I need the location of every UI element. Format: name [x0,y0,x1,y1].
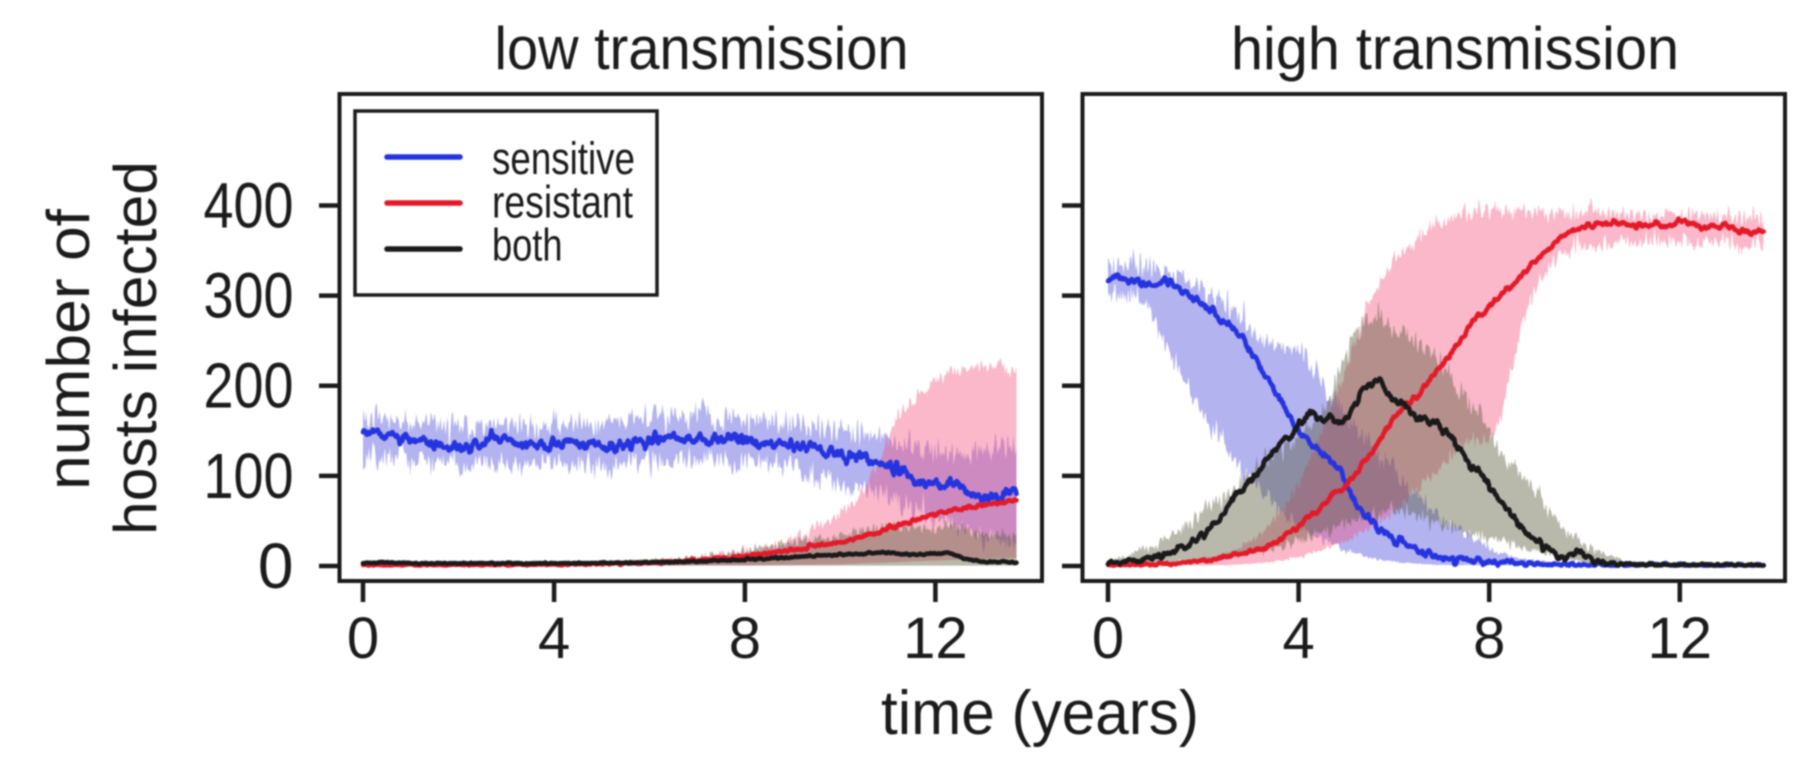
svg-text:0: 0 [1092,606,1124,671]
svg-text:300: 300 [204,260,294,332]
svg-text:4: 4 [1282,606,1314,671]
svg-text:200: 200 [204,350,294,422]
svg-text:8: 8 [729,606,761,671]
svg-text:low transmission: low transmission [495,15,909,82]
svg-text:12: 12 [903,606,968,671]
svg-text:time (years): time (years) [881,679,1199,748]
svg-text:0: 0 [347,606,379,671]
svg-text:0: 0 [258,530,294,602]
svg-text:resistant: resistant [492,177,633,228]
svg-text:400: 400 [204,170,294,242]
svg-text:both: both [492,220,563,271]
svg-text:100: 100 [204,440,294,512]
svg-text:8: 8 [1473,606,1505,671]
svg-text:4: 4 [538,606,570,671]
svg-text:sensitive: sensitive [492,133,635,184]
svg-text:high transmission: high transmission [1231,15,1679,82]
svg-text:12: 12 [1648,606,1713,671]
svg-text:hosts infected: hosts infected [102,161,169,535]
svg-text:number of: number of [35,209,102,490]
